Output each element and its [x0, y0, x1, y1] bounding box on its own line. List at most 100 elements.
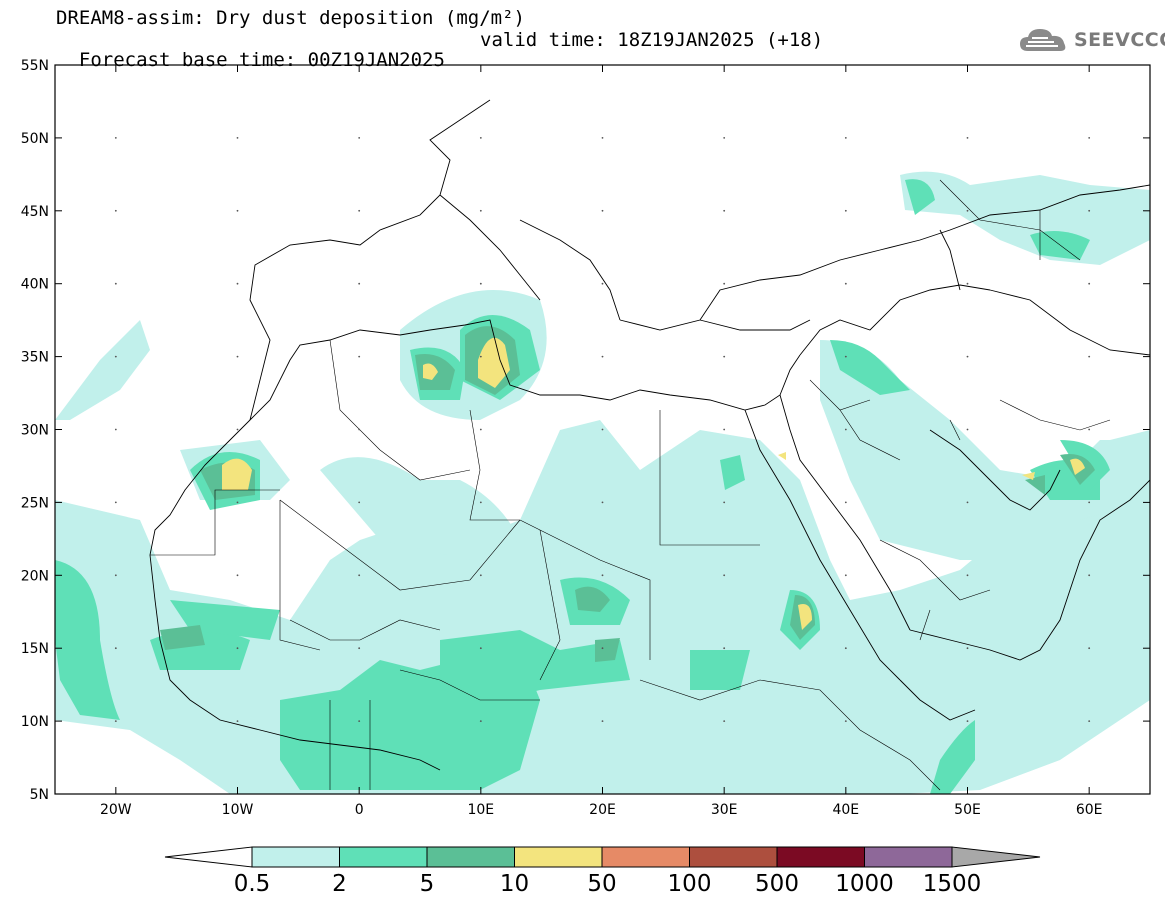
lat-tick-label: 5N	[30, 787, 49, 803]
graticule-dot	[966, 209, 969, 212]
graticule-dot	[723, 137, 726, 139]
legend-color-box	[514, 846, 603, 868]
legend-under-arrow	[164, 846, 253, 868]
graticule-dot	[236, 720, 239, 722]
dust-band-10-50	[222, 337, 1085, 630]
lat-tick-label: 15N	[21, 641, 49, 657]
graticule-dot	[966, 647, 969, 650]
graticule-dot	[358, 355, 361, 358]
graticule-dot	[358, 137, 361, 139]
lat-tick-label: 10N	[21, 714, 49, 730]
graticule-dot	[479, 647, 482, 650]
chart-title: DREAM8-assim: Dry dust deposition (mg/m²…	[56, 7, 525, 29]
graticule-dot	[358, 282, 361, 285]
graticule-dot	[844, 355, 847, 358]
graticule-dot	[236, 647, 239, 650]
legend-color-box	[776, 846, 865, 868]
dust-fields	[55, 171, 1150, 794]
graticule-dot	[723, 209, 726, 212]
lon-tick-label: 60E	[1076, 802, 1103, 818]
graticule-dot	[844, 428, 847, 431]
graticule-dot	[479, 574, 482, 577]
lat-tick-label: 45N	[21, 204, 49, 220]
graticule-dot	[966, 720, 969, 722]
lat-tick-label: 30N	[21, 423, 49, 439]
graticule-dot	[1088, 428, 1091, 431]
graticule-dot	[479, 355, 482, 358]
graticule-dot	[479, 282, 482, 285]
lat-tick-label: 35N	[21, 350, 49, 366]
lon-tick-label: 50E	[954, 802, 981, 818]
graticule-dot	[601, 428, 604, 431]
lon-tick-label: 40E	[832, 802, 859, 818]
graticule-dot	[236, 209, 239, 212]
dust-band-2-5	[55, 179, 1110, 794]
graticule-dot	[1088, 647, 1091, 650]
graticule-dot	[1088, 137, 1091, 139]
graticule-dot	[844, 647, 847, 650]
country-borders	[150, 179, 1111, 791]
graticule-dot	[601, 720, 604, 722]
graticule-dot	[236, 501, 239, 504]
graticule-dot	[114, 647, 117, 650]
legend-label: 10	[500, 871, 529, 897]
coastlines	[149, 99, 1150, 771]
graticule-dot	[966, 501, 969, 504]
legend-labels: 0.5 2 5 10 50 100 500 1000 1500	[234, 871, 982, 897]
legend-label: 0.5	[234, 871, 271, 897]
graticule-dot	[723, 720, 726, 722]
graticule-dot	[601, 137, 604, 139]
legend-color-bar	[164, 846, 1041, 868]
legend-color-box	[251, 846, 340, 868]
graticule-dot	[1088, 574, 1091, 577]
legend-label: 5	[420, 871, 435, 897]
legend-color-box	[426, 846, 515, 868]
graticule-dot	[1088, 282, 1091, 285]
graticule-dot	[844, 209, 847, 212]
cloud-icon	[1020, 29, 1066, 51]
graticule-dot	[479, 501, 482, 504]
legend-label: 100	[668, 871, 712, 897]
graticule-dot	[966, 137, 969, 139]
graticule-dot	[723, 574, 726, 577]
logo-text: SEEVCCC	[1074, 29, 1165, 51]
graticule-dot	[844, 137, 847, 139]
legend-label: 1500	[923, 871, 982, 897]
graticule-dot	[236, 574, 239, 577]
graticule-dot	[114, 209, 117, 212]
graticule-dot	[358, 209, 361, 212]
graticule-dot	[723, 647, 726, 650]
latitude-axis: 5N 10N 15N 20N 25N 30N 35N 40N 45N 50N 55N	[21, 58, 1150, 803]
graticule-dot	[844, 282, 847, 285]
graticule-dot	[601, 501, 604, 504]
graticule-dot	[966, 428, 969, 431]
graticule-dot	[358, 720, 361, 722]
graticule-dot	[114, 282, 117, 285]
graticule-dot	[479, 428, 482, 431]
graticule-dot	[236, 282, 239, 285]
graticule-dot	[601, 574, 604, 577]
graticule-dot	[358, 501, 361, 504]
graticule-dot	[1088, 209, 1091, 212]
lon-tick-label: 10E	[467, 802, 494, 818]
graticule-dot	[236, 428, 239, 431]
graticule-dot	[844, 501, 847, 504]
longitude-axis: 20W 10W 0 10E 20E 30E 40E 50E 60E	[100, 65, 1103, 818]
graticule-dot	[723, 355, 726, 358]
graticule-dot	[236, 355, 239, 358]
graticule-dot	[966, 355, 969, 358]
legend-label: 2	[332, 871, 347, 897]
graticule-dot	[1088, 501, 1091, 504]
graticule-dot	[723, 428, 726, 431]
graticule-dot	[358, 647, 361, 650]
lon-tick-label: 10W	[222, 802, 254, 818]
graticule-dot	[1088, 355, 1091, 358]
graticule-dot	[844, 574, 847, 577]
lon-tick-label: 20W	[100, 802, 132, 818]
legend-color-box	[864, 846, 953, 868]
legend-label: 1000	[835, 871, 894, 897]
legend-color-box	[601, 846, 690, 868]
grid-dots	[114, 137, 1091, 722]
lon-tick-label: 0	[355, 802, 364, 818]
legend-color-box	[339, 846, 428, 868]
